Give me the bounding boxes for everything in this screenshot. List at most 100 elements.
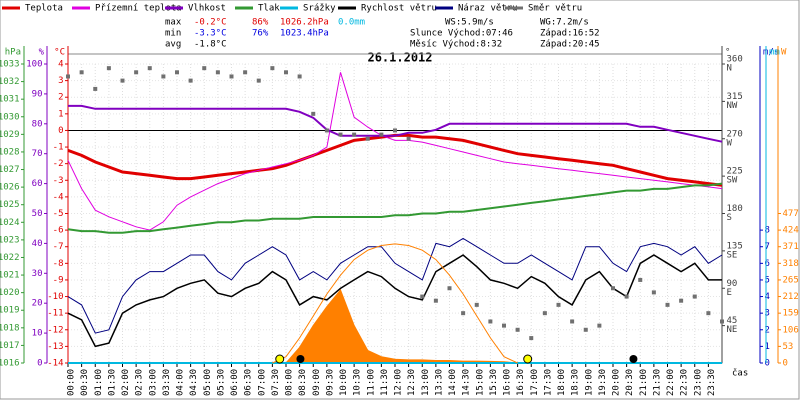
x-tick-label: 18:00 bbox=[557, 369, 567, 396]
series-point bbox=[638, 277, 643, 282]
x-tick-label: 12:00 bbox=[394, 369, 404, 396]
series-point bbox=[665, 302, 670, 307]
y-tick-label: 270 bbox=[727, 129, 743, 139]
x-tick-label: 01:30 bbox=[107, 369, 117, 396]
x-tick-label: 07:30 bbox=[271, 369, 281, 396]
legend-label: Srážky bbox=[303, 4, 336, 14]
y-tick-label: 30 bbox=[32, 269, 43, 279]
series-line bbox=[67, 237, 723, 334]
series-point bbox=[284, 70, 288, 75]
series-point bbox=[447, 286, 452, 291]
y-tick-label: 90 bbox=[32, 89, 43, 99]
series-point bbox=[679, 298, 684, 303]
series-point bbox=[406, 136, 411, 141]
y-tick-label: 180 bbox=[727, 204, 743, 214]
series-line bbox=[67, 72, 723, 231]
info-text: Slunce Východ:07:46 bbox=[410, 29, 513, 39]
y-tick-label: W bbox=[727, 138, 733, 148]
x-tick-label: 14:30 bbox=[462, 369, 472, 396]
y-tick-label: 1025 bbox=[0, 200, 20, 210]
series-point bbox=[529, 336, 534, 341]
y-tick-label: 212 bbox=[783, 292, 799, 302]
x-tick-label: 05:30 bbox=[216, 369, 226, 396]
stat-text: -1.8°C bbox=[194, 40, 227, 50]
y-tick-label: E bbox=[727, 288, 732, 298]
x-tick-label: 22:00 bbox=[666, 369, 676, 396]
series-point bbox=[79, 70, 84, 75]
series-point bbox=[420, 294, 425, 299]
y-tick-label: 225 bbox=[727, 167, 743, 177]
y-tick-label: -10 bbox=[47, 292, 63, 302]
y-tick-label: 1028 bbox=[0, 147, 20, 157]
y-tick-label: 60 bbox=[32, 179, 43, 189]
series-point bbox=[297, 74, 302, 79]
y-tick-label: 106 bbox=[783, 325, 799, 335]
series-point bbox=[93, 86, 98, 91]
x-tick-label: 19:30 bbox=[598, 369, 608, 396]
y-tick-label: 1017 bbox=[0, 341, 20, 351]
y-tick-label: 1033 bbox=[0, 60, 20, 70]
y-tick-label: -9 bbox=[53, 275, 64, 285]
y-tick-label: 5 bbox=[765, 275, 770, 285]
x-tick-label: 12:30 bbox=[407, 369, 417, 396]
y-tick-label: 4 bbox=[765, 292, 770, 302]
x-tick-label: 02:30 bbox=[135, 369, 145, 396]
series-point bbox=[352, 132, 357, 137]
series-line bbox=[68, 104, 723, 143]
x-tick-label: 06:30 bbox=[244, 369, 254, 396]
y-tick-label: 0 bbox=[783, 359, 788, 369]
y-tick-label: SE bbox=[727, 250, 738, 260]
legend-label: Náraz větru bbox=[458, 4, 518, 14]
legend-label: Směr větru bbox=[528, 4, 582, 14]
y-tick-label: -3 bbox=[53, 176, 64, 186]
y-tick-label: 0 bbox=[58, 126, 63, 136]
y-tick-label: 318 bbox=[783, 259, 799, 269]
series-point bbox=[393, 128, 397, 133]
series-point bbox=[243, 70, 248, 75]
x-tick-label: 09:00 bbox=[312, 369, 322, 396]
x-tick-label: 07:00 bbox=[257, 369, 267, 396]
series-point bbox=[147, 66, 152, 71]
axis-unit: hPa bbox=[5, 48, 21, 58]
y-tick-label: 2 bbox=[765, 325, 770, 335]
series-point bbox=[556, 302, 561, 307]
y-tick-label: -2 bbox=[53, 159, 64, 169]
y-tick-label: -5 bbox=[53, 209, 64, 219]
stat-text: 1023.4hPa bbox=[280, 29, 329, 39]
info-text: WS:5.9m/s bbox=[445, 18, 494, 28]
y-tick-label: 45 bbox=[727, 316, 738, 326]
y-tick-label: 53 bbox=[783, 342, 794, 352]
series-point bbox=[488, 319, 493, 324]
y-tick-label: 477 bbox=[783, 209, 799, 219]
legend-label: Tlak bbox=[258, 4, 280, 14]
x-tick-label: 16:30 bbox=[516, 369, 526, 396]
series-point bbox=[229, 74, 234, 79]
x-tick-label: 23:30 bbox=[707, 369, 717, 396]
series-point bbox=[270, 66, 275, 71]
x-tick-label: 05:00 bbox=[203, 369, 213, 396]
x-tick-label: 06:00 bbox=[230, 369, 240, 396]
y-tick-label: 1 bbox=[58, 109, 63, 119]
y-tick-label: -13 bbox=[47, 342, 63, 352]
y-tick-label: 315 bbox=[727, 92, 743, 102]
series-point bbox=[66, 74, 70, 79]
y-tick-label: 40 bbox=[32, 239, 43, 249]
y-tick-label: 80 bbox=[32, 119, 43, 129]
x-tick-label: 00:00 bbox=[67, 369, 77, 396]
y-tick-label: SW bbox=[727, 176, 738, 186]
y-tick-label: 7 bbox=[765, 242, 770, 252]
x-tick-label: 04:30 bbox=[189, 369, 199, 396]
y-tick-label: 0 bbox=[37, 359, 42, 369]
y-tick-label: 1026 bbox=[0, 183, 20, 193]
y-tick-label: 135 bbox=[727, 241, 743, 251]
series-point bbox=[134, 70, 139, 75]
x-tick-label: 18:30 bbox=[571, 369, 581, 396]
y-tick-label: 8 bbox=[765, 226, 770, 236]
legend-label: Rychlost větru bbox=[361, 4, 437, 14]
axis-unit: W bbox=[781, 48, 787, 58]
info-text: Západ:20:45 bbox=[540, 40, 600, 50]
y-tick-label: 1 bbox=[765, 342, 770, 352]
series-point bbox=[502, 323, 506, 328]
series-point bbox=[570, 319, 575, 324]
